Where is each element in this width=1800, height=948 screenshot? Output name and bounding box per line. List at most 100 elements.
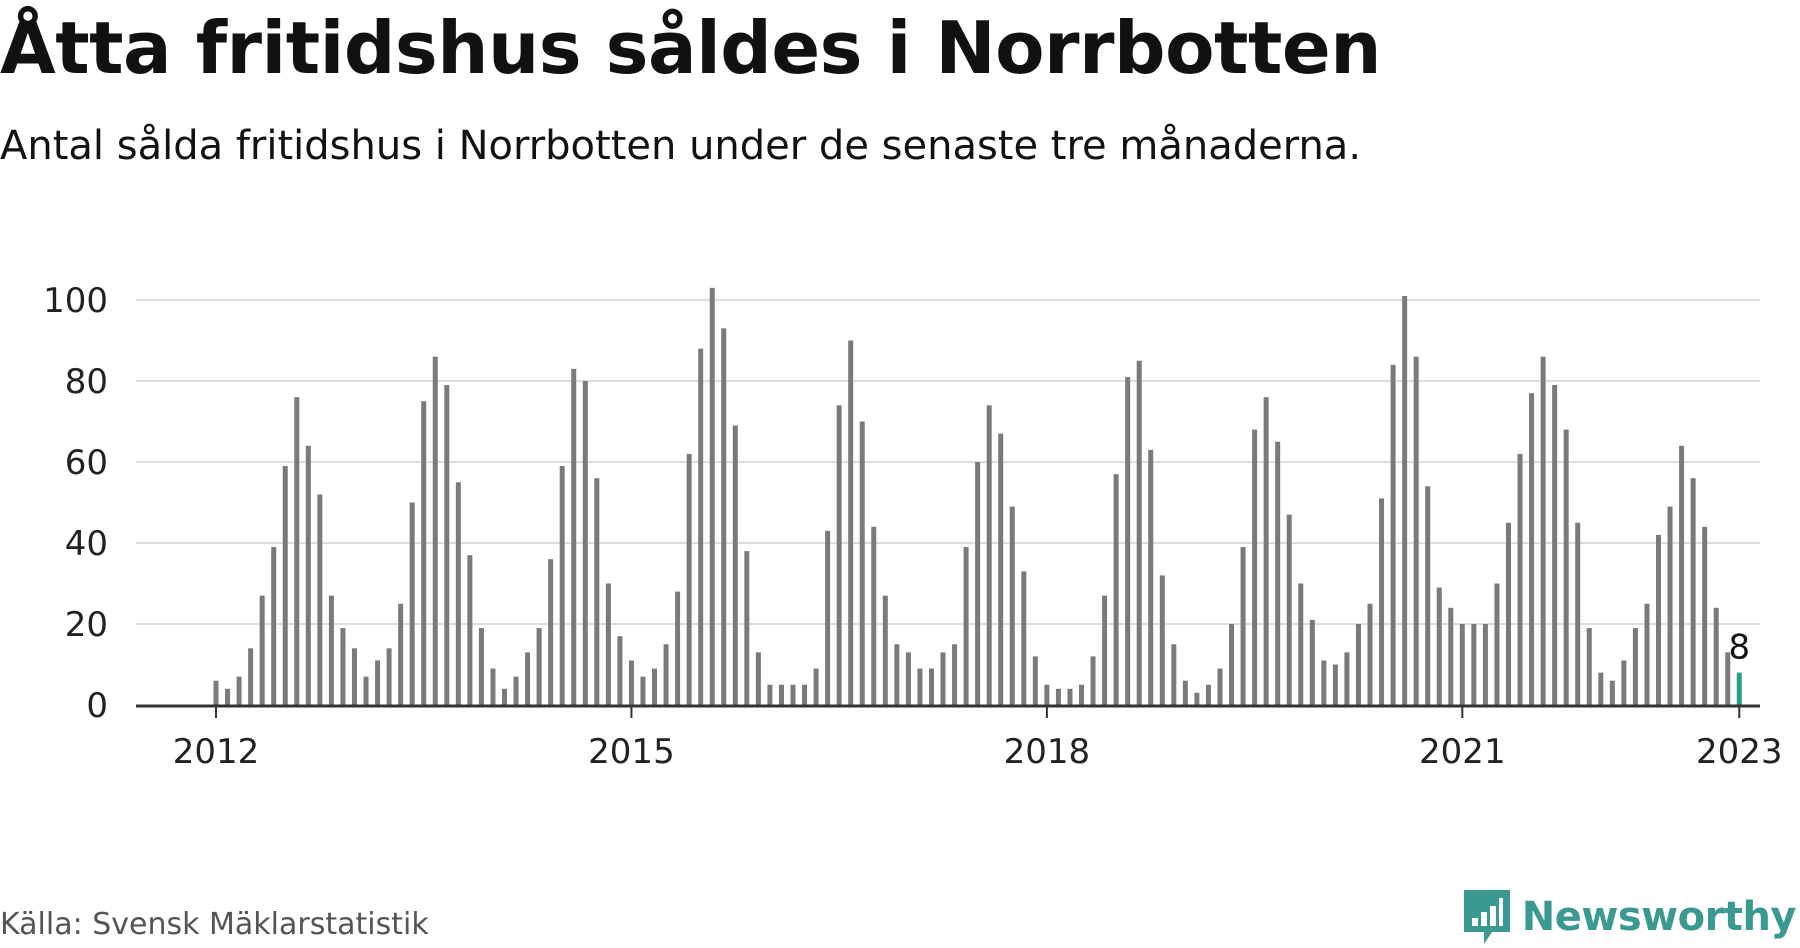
bar [1459, 624, 1465, 705]
x-axis-ticks [215, 706, 1741, 718]
bar [778, 684, 784, 705]
bar [998, 433, 1004, 705]
bar [1090, 656, 1096, 705]
bar [490, 668, 496, 705]
bar [848, 340, 854, 705]
bar [859, 421, 865, 705]
bar [1667, 506, 1673, 705]
bar [236, 676, 242, 705]
bar [686, 453, 692, 705]
bar [1529, 393, 1535, 705]
bar [1402, 295, 1408, 705]
bar [1021, 571, 1027, 705]
x-tick-label: 2018 [1004, 732, 1091, 772]
bar [1413, 356, 1419, 705]
bar [294, 397, 300, 705]
bar [1044, 684, 1050, 705]
grid-lines [136, 299, 1760, 625]
bar [525, 652, 531, 705]
bar [559, 466, 565, 705]
bar [1448, 607, 1454, 705]
y-tick-label: 100 [43, 281, 108, 321]
bar [640, 676, 646, 705]
bar [340, 628, 346, 705]
bar [675, 591, 681, 705]
bar [248, 648, 254, 705]
bar [617, 636, 623, 705]
bar [928, 668, 934, 705]
bar [594, 478, 600, 705]
bar [1182, 680, 1188, 705]
x-tick-label: 2023 [1696, 732, 1783, 772]
bar [802, 684, 808, 705]
bar [455, 482, 461, 705]
bar [1632, 628, 1638, 705]
bar [1229, 624, 1235, 705]
bar [1609, 680, 1615, 705]
bar [1252, 429, 1258, 705]
y-axis-labels: 0 20 40 60 80 100 [43, 281, 108, 726]
bar [1540, 356, 1546, 705]
y-tick-label: 0 [86, 686, 108, 726]
x-tick-label: 2012 [173, 732, 260, 772]
bar [952, 644, 958, 705]
bar [1586, 628, 1592, 705]
x-tick-label: 2021 [1419, 732, 1506, 772]
bar [1344, 652, 1350, 705]
bar [582, 381, 588, 705]
bar [1471, 624, 1477, 705]
bar [1032, 656, 1038, 705]
highlight-value-label: 8 [1728, 628, 1750, 668]
bar [767, 684, 773, 705]
annotations: 8 [1728, 628, 1750, 668]
bar [398, 603, 404, 705]
bar [259, 595, 265, 705]
bar [905, 652, 911, 705]
bar [1125, 376, 1131, 705]
bar-chart: 0 20 40 60 80 100 2012 2015 2018 2021 2023 8 [43, 281, 1783, 772]
bar [1621, 660, 1627, 705]
bar [1425, 486, 1431, 705]
bar [882, 595, 888, 705]
bar [1656, 534, 1661, 705]
bar [1009, 506, 1015, 705]
bar [1067, 688, 1073, 705]
bar [1263, 397, 1269, 705]
bar [305, 445, 311, 705]
bar [1332, 664, 1338, 705]
bar [1136, 360, 1142, 705]
bar [571, 368, 577, 705]
bar [1298, 583, 1304, 705]
newsworthy-logo-icon [1463, 890, 1510, 944]
bar [732, 425, 738, 705]
bar [940, 652, 946, 705]
bar [444, 385, 450, 705]
bar [1309, 619, 1315, 705]
bar [1644, 603, 1650, 705]
bar [605, 583, 611, 705]
brand-name: Newsworthy [1521, 894, 1797, 940]
bar [1079, 684, 1084, 705]
bar [1702, 526, 1708, 705]
x-axis-labels: 2012 2015 2018 2021 2023 [173, 732, 1783, 772]
bar [1436, 587, 1442, 705]
bar [1055, 688, 1061, 705]
bar [1690, 478, 1696, 705]
bar [432, 356, 438, 705]
bar [502, 688, 507, 705]
bar [1379, 498, 1385, 705]
bar [917, 668, 923, 705]
bar [467, 555, 473, 705]
bar [790, 684, 796, 705]
bar [513, 676, 519, 705]
bar [744, 551, 750, 705]
bar [548, 559, 554, 705]
bar [698, 348, 704, 705]
bar [1575, 522, 1581, 705]
bar [1713, 607, 1719, 705]
bar [871, 526, 877, 705]
bar [1598, 672, 1604, 705]
bar [1482, 624, 1488, 705]
bar-highlight [1736, 672, 1742, 705]
chart-subtitle: Antal sålda fritidshus i Norrbotten unde… [0, 123, 1362, 169]
